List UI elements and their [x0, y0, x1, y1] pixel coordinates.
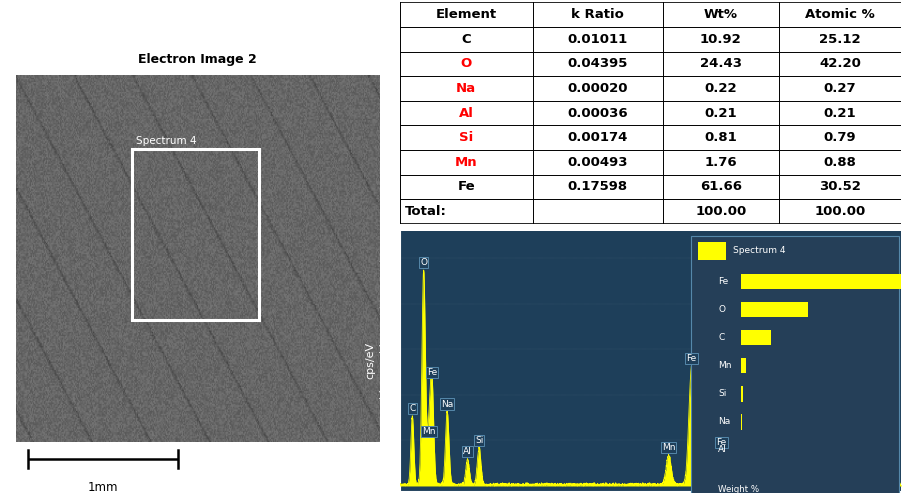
Text: 25.12: 25.12	[819, 33, 861, 46]
Text: 100.00: 100.00	[695, 205, 747, 218]
Text: C: C	[461, 33, 471, 46]
Bar	[741, 330, 771, 346]
Text: Si: Si	[718, 389, 727, 398]
Text: Mn: Mn	[662, 443, 675, 452]
Text: O: O	[718, 305, 726, 314]
Text: Si: Si	[459, 131, 473, 144]
Text: Al: Al	[718, 445, 728, 455]
Text: Na: Na	[718, 418, 730, 426]
Text: 0.04395: 0.04395	[568, 57, 628, 70]
Bar	[132, 149, 259, 320]
Text: 10.92: 10.92	[700, 33, 742, 46]
Text: O: O	[420, 258, 427, 267]
Text: 61.66: 61.66	[699, 180, 742, 193]
Text: Weight %: Weight %	[718, 486, 759, 493]
FancyBboxPatch shape	[690, 236, 899, 493]
Text: Al: Al	[458, 106, 474, 120]
Text: Fe: Fe	[717, 438, 727, 447]
Text: O: O	[460, 57, 472, 70]
Text: 0.22: 0.22	[705, 82, 737, 95]
Text: Spectrum 4: Spectrum 4	[733, 246, 786, 255]
Text: Fe: Fe	[718, 277, 728, 286]
Bar	[741, 358, 746, 374]
Text: 0.00020: 0.00020	[568, 82, 628, 95]
Text: C: C	[410, 404, 416, 413]
Text: 0.21: 0.21	[705, 106, 737, 120]
Text: 0.17598: 0.17598	[568, 180, 628, 193]
Text: 0.00036: 0.00036	[567, 106, 628, 120]
Text: Atomic %: Atomic %	[805, 8, 875, 21]
Text: Fe: Fe	[458, 180, 475, 193]
Y-axis label: cps/eV: cps/eV	[365, 342, 375, 379]
Text: 42.20: 42.20	[819, 57, 861, 70]
Text: Spectrum 4: Spectrum 4	[136, 136, 197, 146]
Text: 0.00493: 0.00493	[568, 156, 628, 169]
Bar	[699, 242, 726, 260]
Text: Total:: Total:	[405, 205, 447, 218]
Text: 100.00: 100.00	[814, 205, 865, 218]
Text: 24.43: 24.43	[699, 57, 742, 70]
Text: Fe: Fe	[687, 354, 697, 363]
Text: 0.00174: 0.00174	[568, 131, 628, 144]
Text: C: C	[718, 333, 725, 342]
Text: 0.21: 0.21	[824, 106, 856, 120]
Text: 0.01011: 0.01011	[568, 33, 628, 46]
Text: 0.88: 0.88	[824, 156, 856, 169]
Text: Wt%: Wt%	[704, 8, 737, 21]
Text: Na: Na	[456, 82, 477, 95]
Text: 0.79: 0.79	[824, 131, 856, 144]
Text: Mn: Mn	[422, 427, 436, 436]
Bar	[741, 302, 808, 317]
Text: Al: Al	[463, 447, 472, 456]
Text: Mn: Mn	[455, 156, 477, 169]
Text: Na: Na	[441, 399, 453, 409]
Text: Si: Si	[475, 436, 483, 445]
Text: 30.52: 30.52	[819, 180, 861, 193]
Text: 1.76: 1.76	[705, 156, 737, 169]
Text: 1mm: 1mm	[88, 481, 119, 493]
Text: 0.81: 0.81	[705, 131, 737, 144]
Text: k Ratio: k Ratio	[572, 8, 624, 21]
Text: Electron Image 2: Electron Image 2	[139, 53, 257, 66]
Bar	[741, 274, 906, 289]
Text: Mn: Mn	[718, 361, 732, 370]
Text: 0.27: 0.27	[824, 82, 856, 95]
Text: Fe: Fe	[427, 368, 437, 377]
Text: Element: Element	[436, 8, 496, 21]
Bar	[741, 386, 743, 401]
